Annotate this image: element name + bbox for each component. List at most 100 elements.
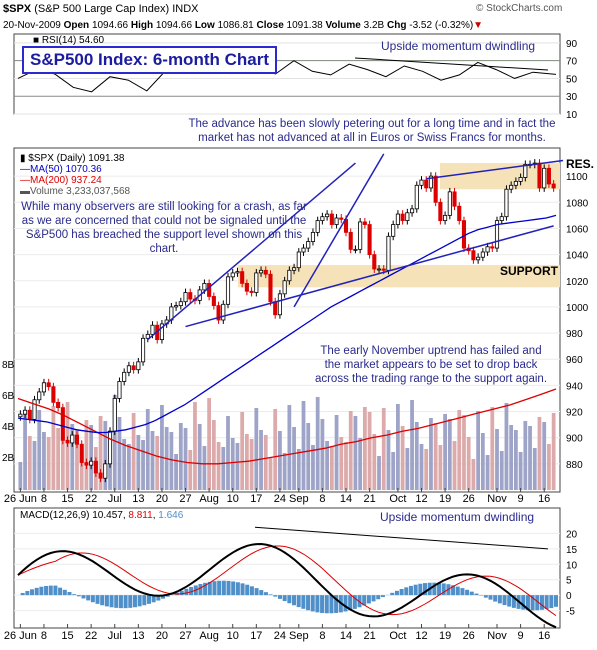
- macd-x-tick-label: Sep: [289, 630, 309, 642]
- macd-hist-bar: [128, 595, 133, 608]
- candle-body: [178, 301, 183, 307]
- price-x-tick-label: 20: [156, 493, 168, 505]
- volume-bar: [480, 433, 485, 490]
- price-tick-label: 1000: [566, 303, 589, 314]
- volume-bar: [249, 439, 254, 490]
- candle-body: [480, 251, 485, 258]
- macd-hist-bar: [493, 595, 498, 602]
- macd-hist-bar: [226, 580, 231, 596]
- volume-bar: [197, 424, 202, 490]
- candle-body: [494, 220, 500, 249]
- macd-hist-bar: [189, 587, 194, 596]
- candle-body: [98, 472, 103, 479]
- macd-hist-bar: [539, 595, 544, 610]
- volume-bar: [452, 441, 457, 490]
- quote-date: 20-Nov-2009: [3, 20, 61, 31]
- price-x-tick-label: Sep: [289, 493, 309, 505]
- candle-body: [362, 221, 367, 225]
- candle-body: [405, 212, 410, 222]
- ma200-line: [17, 388, 557, 465]
- volume-bar: [537, 417, 542, 490]
- price-x-tick-label: 15: [61, 493, 73, 505]
- copyright: © StockCharts.com: [476, 3, 563, 14]
- macd-hist-bar: [156, 595, 161, 601]
- price-x-tick-label: 8: [41, 493, 47, 505]
- volume-bar: [75, 429, 79, 490]
- volume-bar: [329, 446, 334, 490]
- macd-hist-bar: [488, 595, 493, 600]
- rsi-trendline: [354, 57, 549, 71]
- macd-hist-bar: [72, 594, 77, 596]
- price-x-tick-label: 21: [363, 493, 375, 505]
- volume-tick-label: 6B: [2, 391, 15, 402]
- price-tick-label: 1020: [566, 277, 589, 288]
- candle-body: [476, 256, 481, 261]
- volume-bar: [230, 438, 235, 490]
- exchange: INDX: [172, 3, 199, 15]
- volume-bar: [226, 416, 230, 490]
- support-label: SUPPORT: [500, 264, 559, 278]
- volume-bar: [244, 434, 249, 490]
- candle-body: [112, 398, 117, 432]
- candle-body: [523, 163, 528, 178]
- candle-body: [141, 337, 146, 363]
- chg-label: Chg: [387, 20, 407, 31]
- macd-x-tick-label: 26 Jun: [4, 630, 37, 642]
- candle-body: [461, 220, 467, 249]
- price-x-tick-label: 22: [85, 493, 97, 505]
- volume-bar: [282, 453, 287, 490]
- index-name: (S&P 500 Large Cap Index): [34, 3, 170, 15]
- volume-bar: [499, 451, 504, 490]
- volume-bar: [268, 457, 273, 490]
- macd-hist-bar: [207, 581, 212, 596]
- macd-hist-bar: [30, 589, 35, 596]
- candle-body: [315, 220, 320, 233]
- volume-bar: [523, 421, 528, 490]
- volume-bar: [169, 432, 174, 490]
- macd-x-tick-label: 10: [227, 630, 239, 642]
- volume-bar: [513, 430, 518, 490]
- volume-bar: [84, 420, 89, 490]
- candle-body: [202, 282, 207, 291]
- macd-hist-bar: [549, 595, 554, 609]
- macd-tick-label: 15: [566, 545, 578, 556]
- candle-body: [240, 271, 245, 284]
- volume-bar: [42, 432, 46, 490]
- rsi-legend: ■ RSI(14) 54.60: [33, 35, 104, 46]
- volume-bar: [504, 403, 509, 490]
- candle-body: [131, 365, 136, 371]
- macd-x-tick-label: 20: [156, 630, 168, 642]
- low-label: Low: [194, 20, 215, 31]
- candle-body: [490, 246, 495, 249]
- chg-value: -3.52 (-0.32%): [409, 20, 474, 31]
- volume-label: Volume: [325, 20, 361, 31]
- volume-bar: [344, 442, 348, 490]
- volume-bar: [240, 412, 245, 490]
- candle-body: [207, 282, 212, 297]
- macd-tick-label: -5: [566, 607, 575, 618]
- chart-title: S&P500 Index: 6-month Chart: [22, 46, 277, 74]
- macd-hist-bar: [296, 595, 301, 608]
- volume-bar: [471, 459, 476, 490]
- candle-body: [273, 301, 278, 316]
- macd-hist-bar: [221, 580, 226, 596]
- volume-bar: [518, 452, 523, 490]
- candle-body: [339, 217, 344, 220]
- price-x-tick-label: 8: [319, 493, 325, 505]
- macd-x-tick-label: 15: [61, 630, 73, 642]
- price-tick-label: 900: [566, 434, 583, 445]
- candle-body: [65, 439, 70, 444]
- macd-hist-bar: [441, 583, 446, 596]
- candle-body: [546, 167, 551, 185]
- macd-hist-bar: [259, 590, 264, 596]
- candle-body: [452, 191, 457, 207]
- macd-hist-bar: [25, 591, 30, 596]
- candle-body: [433, 175, 438, 203]
- candle-body: [60, 407, 65, 441]
- volume-tick-label: 2B: [2, 453, 15, 464]
- price-tick-label: 1100: [566, 172, 588, 183]
- price-x-tick-label: Aug: [199, 493, 219, 505]
- price-tick-label: 940: [566, 381, 583, 392]
- volume-bar: [150, 431, 155, 490]
